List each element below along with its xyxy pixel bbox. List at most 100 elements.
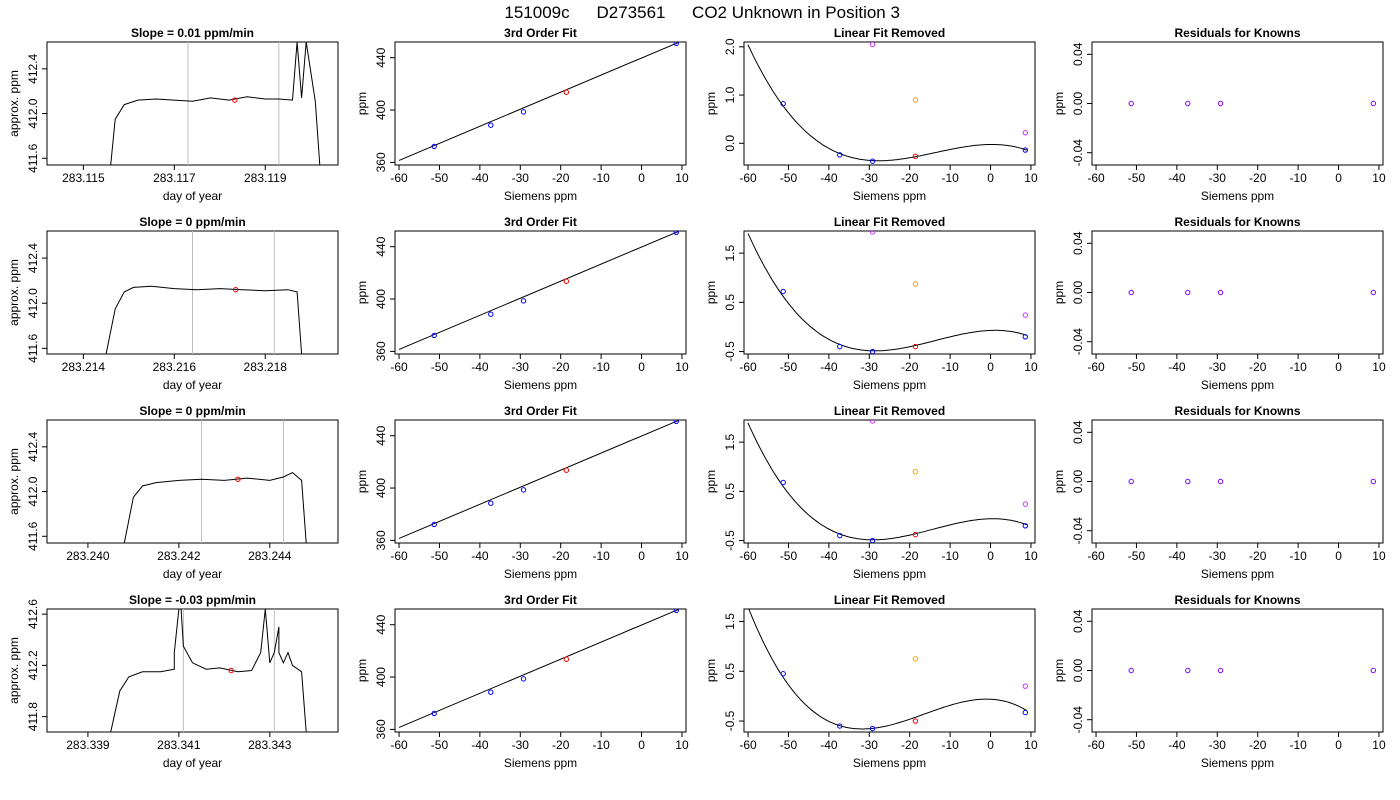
panel-title: Linear Fit Removed [834, 593, 945, 607]
x-tick-label: -10 [1289, 549, 1307, 563]
x-tick-label: 283.216 [153, 360, 197, 374]
y-tick-label: 400 [374, 100, 388, 120]
data-point-red [912, 531, 919, 538]
y-axis-label: ppm [704, 659, 718, 682]
x-tick-label: -60 [1087, 171, 1105, 185]
data-point-purple [1128, 667, 1134, 674]
y-axis-label: approx. ppm [7, 448, 21, 515]
x-axis-label: Siemens ppm [1201, 756, 1274, 770]
plot-frame [1091, 230, 1384, 355]
x-tick-label: -50 [431, 171, 449, 185]
x-tick-label: -30 [512, 171, 530, 185]
y-tick-label: 0.00 [1071, 91, 1085, 115]
x-tick-label: 10 [1372, 171, 1386, 185]
x-tick-label: -30 [861, 549, 879, 563]
panel-r2c2: Linear Fit Removed -60 -50 -40 -30 -20 -10 0 10 -… [704, 404, 1038, 581]
x-axis-label: Siemens ppm [504, 567, 577, 581]
x-tick-label: 10 [1024, 171, 1038, 185]
ppm-trace-line [110, 609, 307, 732]
x-tick-label: -50 [431, 549, 449, 563]
x-tick-label: -20 [1249, 360, 1267, 374]
panel-title: 3rd Order Fit [504, 593, 577, 607]
data-point-purple [1185, 478, 1191, 485]
x-axis-label: Siemens ppm [853, 567, 926, 581]
data-point-purple [1128, 100, 1134, 107]
x-tick-label: -30 [861, 738, 879, 752]
x-tick-label: -20 [1249, 738, 1267, 752]
x-axis-label: day of year [163, 378, 222, 392]
x-tick-label: -10 [592, 171, 610, 185]
x-tick-label: -30 [1209, 171, 1227, 185]
data-point-red [563, 467, 570, 473]
y-tick-label: -0.04 [1071, 706, 1085, 734]
y-tick-label: 412.0 [26, 476, 40, 506]
panel-title: Linear Fit Removed [834, 404, 945, 418]
panel-title: Slope = 0 ppm/min [139, 404, 245, 418]
x-tick-label: -10 [592, 738, 610, 752]
panel-r3c3: Residuals for Knowns -60 -50 -40 -30 -20 -10 0 1… [1052, 593, 1386, 770]
data-point-purple [1370, 100, 1377, 107]
y-tick-label: -0.5 [723, 530, 737, 551]
data-point-blue [869, 725, 876, 732]
x-tick-label: -60 [390, 549, 408, 563]
y-tick-label: -0.04 [1071, 328, 1085, 356]
x-tick-label: -40 [820, 171, 838, 185]
panel-title: 3rd Order Fit [504, 404, 577, 418]
y-axis-label: ppm [355, 92, 369, 115]
x-tick-label: 283.214 [62, 360, 106, 374]
x-tick-label: -60 [1087, 360, 1105, 374]
x-tick-label: -60 [739, 360, 757, 374]
plot-frame [394, 230, 687, 355]
data-point-purple [1128, 289, 1134, 296]
x-tick-label: -30 [1209, 549, 1227, 563]
y-tick-label: 440 [374, 47, 388, 67]
data-point-red [228, 667, 234, 674]
data-point-purple [1128, 478, 1134, 485]
data-point-magenta [1022, 312, 1029, 318]
data-point-blue [837, 532, 843, 539]
data-point-blue [431, 521, 437, 528]
plot-area [1128, 478, 1377, 485]
x-axis-label: Siemens ppm [1201, 189, 1274, 203]
panel-r3c2: Linear Fit Removed -60 -50 -40 -30 -20 -10 0 10 -… [704, 593, 1038, 770]
x-tick-label: 10 [675, 549, 689, 563]
y-tick-label: 1.5 [723, 613, 737, 630]
plot-area [123, 420, 307, 543]
y-tick-label: 0.04 [1071, 420, 1085, 444]
x-tick-label: -40 [1168, 738, 1186, 752]
x-tick-label: 283.341 [157, 738, 201, 752]
x-axis-label: Siemens ppm [1201, 378, 1274, 392]
y-tick-label: 411.6 [26, 143, 40, 172]
panel-r0c0: Slope = 0.01 ppm/min 283.115 283.117 283.11… [7, 26, 339, 203]
y-tick-label: -0.5 [723, 710, 737, 731]
data-point-blue [488, 500, 494, 506]
plot-area [398, 231, 679, 350]
plot-frame [1091, 419, 1384, 544]
x-tick-label: -20 [1249, 549, 1267, 563]
y-tick-label: 0.04 [1071, 231, 1085, 255]
y-axis-label: ppm [355, 659, 369, 682]
x-tick-label: -60 [390, 360, 408, 374]
y-axis-label: ppm [1052, 659, 1066, 682]
x-axis-label: Siemens ppm [504, 189, 577, 203]
data-point-blue [837, 343, 843, 350]
y-tick-label: -0.04 [1071, 139, 1085, 167]
data-point-red [232, 97, 238, 103]
x-tick-label: -50 [780, 738, 798, 752]
x-tick-label: -40 [820, 360, 838, 374]
ppm-trace-line [123, 472, 307, 543]
plot-frame [1091, 41, 1384, 166]
data-point-blue [780, 101, 786, 107]
x-tick-label: -30 [861, 171, 879, 185]
x-tick-label: 0 [638, 738, 645, 752]
x-tick-label: 283.117 [153, 171, 196, 185]
panel-title: Residuals for Knowns [1174, 26, 1300, 40]
x-tick-label: -40 [820, 549, 838, 563]
x-tick-label: 0 [987, 171, 994, 185]
data-point-blue [869, 158, 876, 164]
fit-line [398, 420, 679, 539]
data-point-blue [673, 42, 679, 47]
data-point-blue [488, 311, 494, 317]
y-axis-label: approx. ppm [7, 259, 21, 326]
y-tick-label: 1.0 [723, 86, 737, 103]
